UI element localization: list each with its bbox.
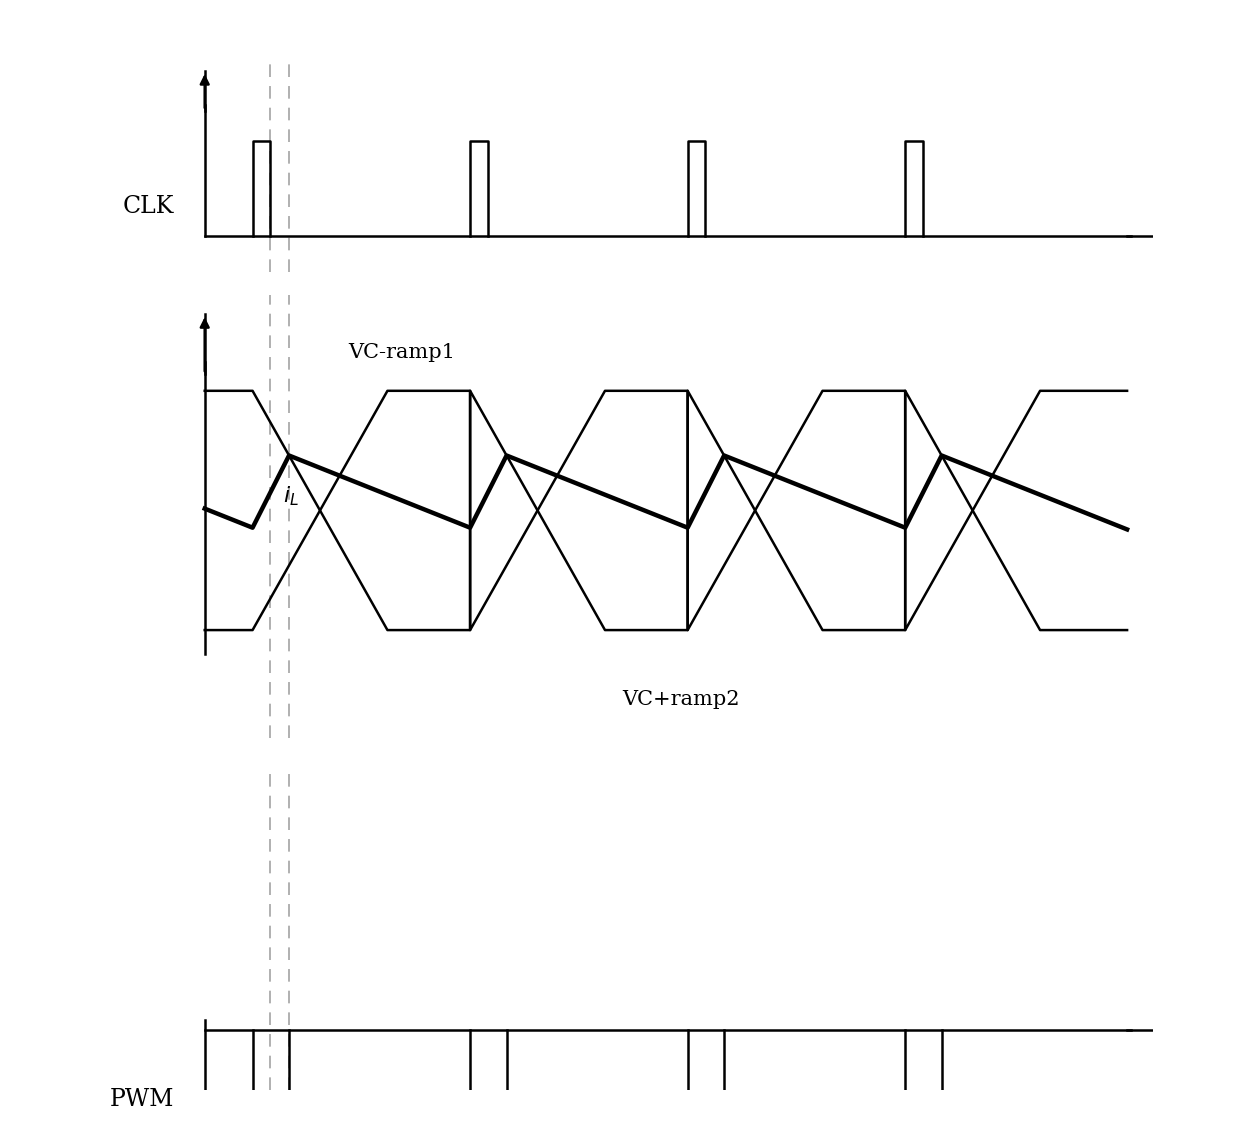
Text: $i_L$: $i_L$ bbox=[283, 485, 299, 507]
Text: VC-ramp1: VC-ramp1 bbox=[348, 343, 455, 362]
Text: CLK: CLK bbox=[123, 195, 175, 218]
Text: VC+ramp2: VC+ramp2 bbox=[622, 690, 740, 709]
Text: PWM: PWM bbox=[110, 1088, 175, 1111]
